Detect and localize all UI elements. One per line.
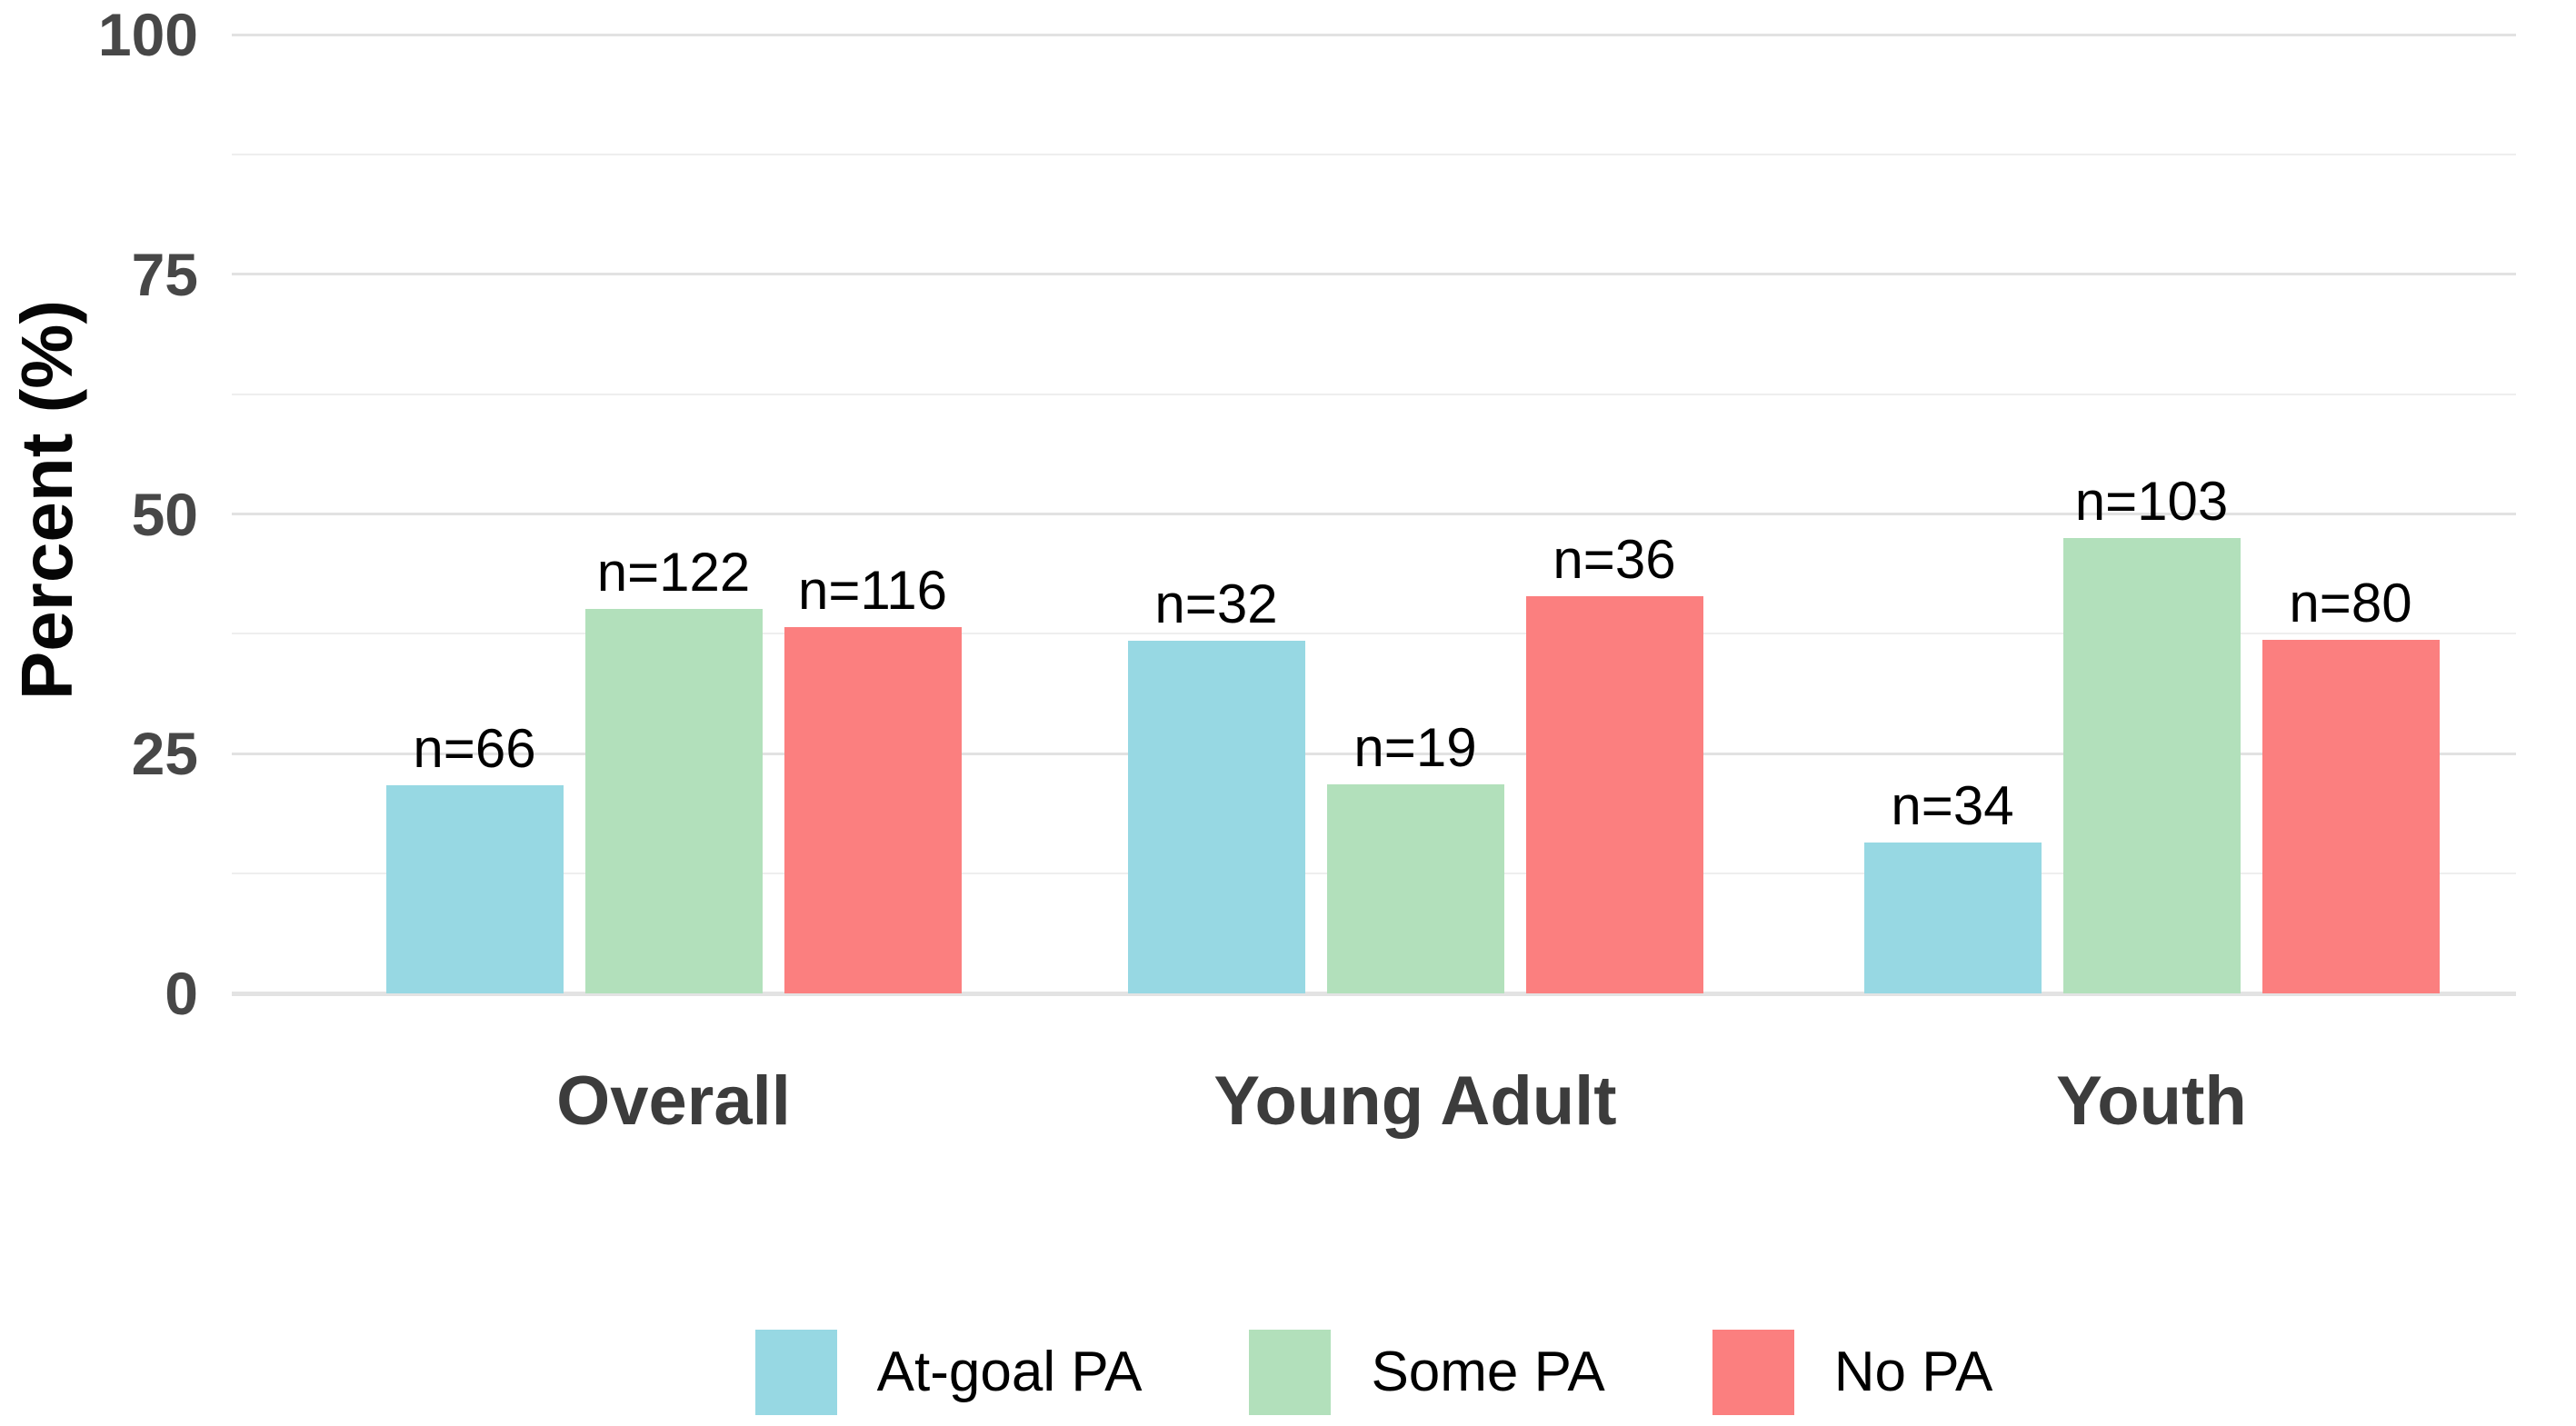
gridline-minor xyxy=(232,393,2516,395)
legend: At-goal PA Some PA No PA xyxy=(232,1330,2516,1415)
bar-count-label: n=66 xyxy=(413,718,536,780)
bar-count-label: n=32 xyxy=(1154,573,1278,634)
bar xyxy=(584,608,763,993)
gridline-major xyxy=(232,273,2516,276)
legend-item: Some PA xyxy=(1249,1330,1605,1415)
bar-count-label: n=122 xyxy=(596,541,751,603)
y-tick-label: 50 xyxy=(131,480,198,548)
bar xyxy=(784,626,962,993)
y-tick-label: 25 xyxy=(131,720,198,788)
bar-count-label: n=103 xyxy=(2074,470,2229,532)
legend-label: No PA xyxy=(1833,1341,1993,1403)
bar xyxy=(2261,639,2440,993)
bar xyxy=(1326,784,1504,993)
bar-count-label: n=34 xyxy=(1891,775,2014,837)
x-category-label: Youth xyxy=(2056,1062,2247,1140)
bar-count-label: n=116 xyxy=(797,559,948,621)
gridline-major xyxy=(232,513,2516,515)
y-tick-label: 100 xyxy=(97,1,198,68)
y-axis-title: Percent (%) xyxy=(6,299,87,701)
gridline-major xyxy=(232,33,2516,36)
bar xyxy=(1525,596,1703,993)
bar xyxy=(1127,640,1305,993)
gridline-minor xyxy=(232,633,2516,635)
legend-item: At-goal PA xyxy=(754,1330,1143,1415)
bar-count-label: n=80 xyxy=(2289,572,2412,633)
legend-color-swatch xyxy=(754,1330,837,1415)
x-axis-baseline xyxy=(232,992,2516,996)
x-category-label: Overall xyxy=(556,1062,791,1140)
gridline-minor xyxy=(232,153,2516,155)
gridline-major xyxy=(232,752,2516,755)
legend-color-swatch xyxy=(1249,1330,1332,1415)
y-tick-label: 0 xyxy=(165,960,198,1027)
x-category-label: Young Adult xyxy=(1213,1062,1617,1140)
y-tick-label: 75 xyxy=(131,240,198,308)
bar xyxy=(385,785,564,993)
bar-count-label: n=36 xyxy=(1553,529,1676,591)
legend-item: No PA xyxy=(1712,1330,1993,1415)
bar xyxy=(1863,843,2042,993)
legend-color-swatch xyxy=(1712,1330,1794,1415)
bar-count-label: n=19 xyxy=(1353,717,1477,778)
bar xyxy=(2062,537,2241,993)
legend-label: At-goal PA xyxy=(876,1341,1143,1403)
legend-label: Some PA xyxy=(1371,1341,1605,1403)
